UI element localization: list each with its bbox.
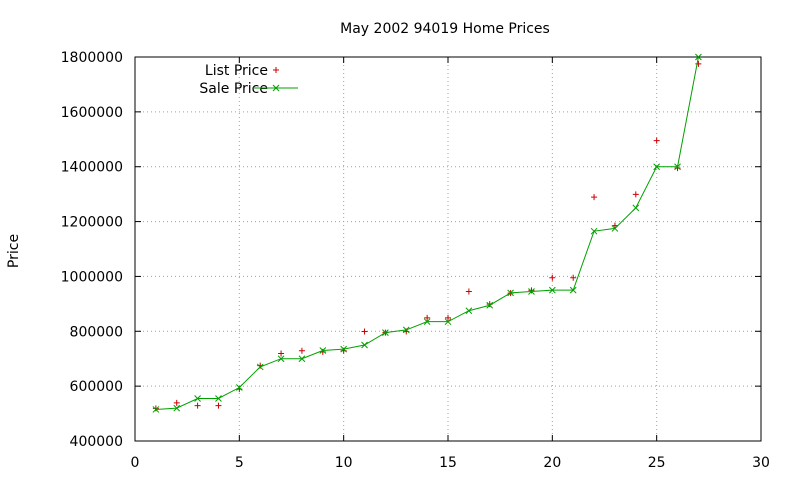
series-sale-price bbox=[152, 53, 702, 413]
list-price-point bbox=[298, 347, 305, 354]
y-tick-label: 400000 bbox=[70, 434, 123, 450]
sale-price-point bbox=[674, 163, 681, 171]
sale-price-point bbox=[319, 347, 327, 354]
x-tick-label: 30 bbox=[752, 455, 770, 471]
x-tick-label: 10 bbox=[335, 455, 353, 471]
list-price-point bbox=[215, 402, 222, 409]
sale-price-point bbox=[569, 286, 577, 294]
grid bbox=[135, 57, 761, 441]
list-price-point bbox=[611, 222, 618, 229]
sale-price-point bbox=[277, 355, 285, 363]
y-tick-label: 1000000 bbox=[61, 269, 123, 285]
chart-title: May 2002 94019 Home Prices bbox=[340, 21, 550, 37]
sale-price-point bbox=[173, 404, 181, 412]
sale-price-point bbox=[486, 301, 494, 309]
sale-price-point bbox=[611, 225, 619, 232]
sale-price-point bbox=[695, 53, 702, 61]
x-tick-label: 20 bbox=[543, 455, 561, 471]
sale-price-point bbox=[215, 395, 222, 402]
y-tick-label: 1600000 bbox=[61, 105, 123, 121]
x-tick-label: 5 bbox=[235, 455, 244, 471]
sale-price-point bbox=[590, 227, 598, 235]
sale-price-point bbox=[340, 345, 348, 353]
sale-price-point bbox=[632, 204, 640, 212]
list-price-point bbox=[194, 402, 201, 409]
y-tick-label: 800000 bbox=[70, 324, 123, 340]
legend: List Price Sale Price bbox=[199, 63, 298, 97]
sale-price-point bbox=[235, 384, 243, 391]
legend-x-marker bbox=[272, 84, 280, 92]
legend-marker-list-price bbox=[273, 67, 279, 73]
legend-label-sale-price: Sale Price bbox=[199, 81, 268, 97]
x-tick-label: 0 bbox=[131, 455, 140, 471]
series-list-price bbox=[152, 60, 702, 412]
list-price-point bbox=[528, 287, 535, 294]
sale-price-point bbox=[382, 329, 389, 337]
list-price-point bbox=[173, 399, 180, 406]
sale-price-point bbox=[507, 289, 514, 297]
y-tick-label: 1200000 bbox=[61, 215, 123, 231]
x-tick-label: 25 bbox=[648, 455, 666, 471]
sale-price-point bbox=[444, 318, 452, 326]
y-axis-label: Price bbox=[6, 234, 22, 268]
legend-marker-sale-price bbox=[253, 84, 298, 92]
list-price-point bbox=[257, 362, 264, 369]
list-price-point bbox=[278, 350, 285, 357]
list-price-point bbox=[361, 328, 368, 335]
sale-price-point bbox=[653, 163, 661, 171]
sale-price-point bbox=[465, 307, 473, 315]
list-price-point bbox=[549, 274, 556, 281]
tick-labels: 0 5 10 15 20 25 30 400000 600000 800000 1000000 120… bbox=[61, 50, 770, 471]
list-price-point bbox=[445, 314, 451, 321]
axis-ticks bbox=[135, 57, 761, 441]
sale-price-line bbox=[155, 56, 699, 410]
y-tick-label: 1400000 bbox=[61, 160, 123, 176]
legend-plus-marker bbox=[273, 67, 279, 73]
sale-price-point bbox=[256, 363, 264, 371]
y-tick-label: 600000 bbox=[70, 379, 123, 395]
list-price-point bbox=[591, 194, 598, 201]
sale-price-point bbox=[548, 286, 556, 294]
legend-label-list-price: List Price bbox=[205, 63, 268, 79]
y-tick-label: 1800000 bbox=[61, 50, 123, 66]
data-series bbox=[152, 53, 702, 413]
list-price-point bbox=[570, 274, 577, 281]
list-price-point bbox=[465, 288, 472, 295]
sale-price-point bbox=[298, 355, 306, 363]
list-price-point bbox=[319, 348, 326, 355]
sale-price-point bbox=[528, 288, 535, 295]
list-price-point bbox=[632, 191, 639, 198]
list-price-point bbox=[695, 60, 702, 67]
sale-price-point bbox=[194, 395, 201, 402]
list-price-point bbox=[424, 314, 431, 321]
list-price-point bbox=[152, 405, 159, 412]
sale-price-point bbox=[361, 341, 368, 349]
x-tick-label: 15 bbox=[439, 455, 457, 471]
list-price-point bbox=[653, 137, 660, 144]
sale-price-point bbox=[423, 318, 431, 326]
sale-price-point bbox=[402, 326, 410, 334]
sale-price-point bbox=[152, 406, 160, 413]
